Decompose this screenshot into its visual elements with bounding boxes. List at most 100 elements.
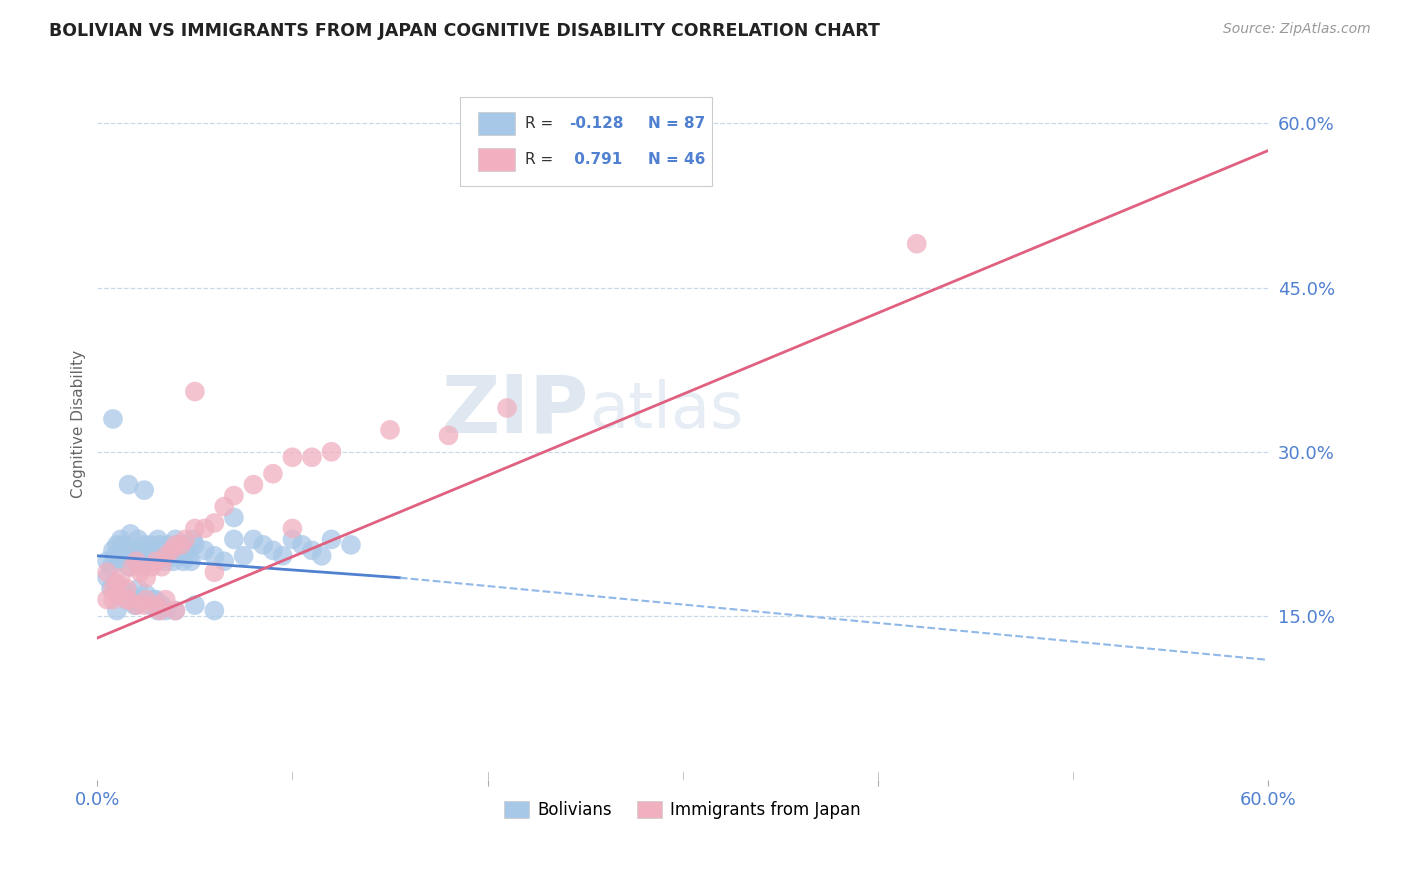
- Point: [96, 571, 118, 585]
- Text: N = 87: N = 87: [648, 116, 704, 131]
- Point: [262, 467, 284, 481]
- Point: [125, 598, 148, 612]
- Point: [340, 538, 363, 552]
- Point: [136, 554, 159, 568]
- Point: [101, 543, 124, 558]
- Point: [321, 533, 343, 547]
- Point: [105, 576, 128, 591]
- Point: [252, 538, 274, 552]
- Point: [120, 527, 142, 541]
- Text: BOLIVIAN VS IMMIGRANTS FROM JAPAN COGNITIVE DISABILITY CORRELATION CHART: BOLIVIAN VS IMMIGRANTS FROM JAPAN COGNIT…: [49, 22, 880, 40]
- Point: [155, 549, 177, 563]
- Point: [131, 559, 153, 574]
- Point: [117, 477, 139, 491]
- Point: [222, 533, 245, 547]
- Point: [101, 412, 124, 426]
- Y-axis label: Cognitive Disability: Cognitive Disability: [72, 351, 86, 499]
- Point: [155, 603, 177, 617]
- Point: [281, 533, 304, 547]
- Point: [165, 603, 187, 617]
- Point: [105, 538, 128, 552]
- Point: [124, 554, 146, 568]
- Point: [146, 533, 169, 547]
- Point: [115, 592, 138, 607]
- Point: [496, 401, 519, 415]
- Point: [301, 543, 323, 558]
- Point: [120, 587, 142, 601]
- Point: [149, 538, 172, 552]
- Point: [135, 592, 157, 607]
- Point: [127, 582, 149, 596]
- Point: [139, 598, 162, 612]
- Point: [127, 533, 149, 547]
- Point: [437, 428, 460, 442]
- Text: ZIP: ZIP: [441, 371, 589, 450]
- FancyBboxPatch shape: [460, 97, 711, 186]
- Point: [222, 489, 245, 503]
- Point: [145, 592, 167, 607]
- Point: [321, 444, 343, 458]
- Point: [115, 592, 138, 607]
- Point: [242, 533, 264, 547]
- Point: [124, 598, 146, 612]
- Point: [162, 554, 184, 568]
- Point: [145, 554, 167, 568]
- Point: [172, 554, 194, 568]
- Point: [96, 592, 118, 607]
- Point: [194, 543, 217, 558]
- Point: [301, 450, 323, 465]
- Point: [141, 559, 163, 574]
- Point: [142, 549, 165, 563]
- Point: [134, 483, 156, 497]
- Point: [160, 543, 183, 558]
- Point: [145, 598, 167, 612]
- Point: [169, 549, 191, 563]
- Point: [111, 582, 134, 596]
- Point: [311, 549, 333, 563]
- Point: [150, 598, 173, 612]
- Text: R =: R =: [524, 152, 558, 167]
- Text: -0.128: -0.128: [569, 116, 624, 131]
- Point: [184, 384, 207, 399]
- Text: atlas: atlas: [589, 379, 744, 442]
- Point: [108, 587, 131, 601]
- Point: [202, 603, 225, 617]
- Point: [155, 554, 177, 568]
- Point: [135, 549, 157, 563]
- Text: N = 46: N = 46: [648, 152, 704, 167]
- Point: [291, 538, 314, 552]
- Point: [121, 543, 143, 558]
- Point: [222, 510, 245, 524]
- Point: [110, 571, 132, 585]
- Point: [232, 549, 254, 563]
- Point: [117, 559, 139, 574]
- Point: [125, 598, 148, 612]
- Point: [104, 549, 127, 563]
- Point: [184, 521, 207, 535]
- Point: [262, 543, 284, 558]
- Point: [139, 538, 162, 552]
- Point: [105, 603, 128, 617]
- Point: [135, 587, 157, 601]
- Point: [111, 538, 134, 552]
- Point: [108, 554, 131, 568]
- Point: [212, 500, 235, 514]
- Point: [101, 582, 124, 596]
- Point: [170, 538, 193, 552]
- Point: [194, 521, 217, 535]
- Point: [135, 571, 157, 585]
- Point: [165, 538, 187, 552]
- Point: [281, 450, 304, 465]
- Point: [125, 549, 148, 563]
- Point: [105, 587, 128, 601]
- Point: [181, 533, 204, 547]
- Point: [104, 576, 127, 591]
- FancyBboxPatch shape: [478, 148, 515, 171]
- Point: [150, 559, 173, 574]
- Point: [146, 603, 169, 617]
- Point: [145, 554, 167, 568]
- Point: [242, 477, 264, 491]
- Point: [905, 236, 928, 251]
- Point: [159, 543, 181, 558]
- Point: [212, 554, 235, 568]
